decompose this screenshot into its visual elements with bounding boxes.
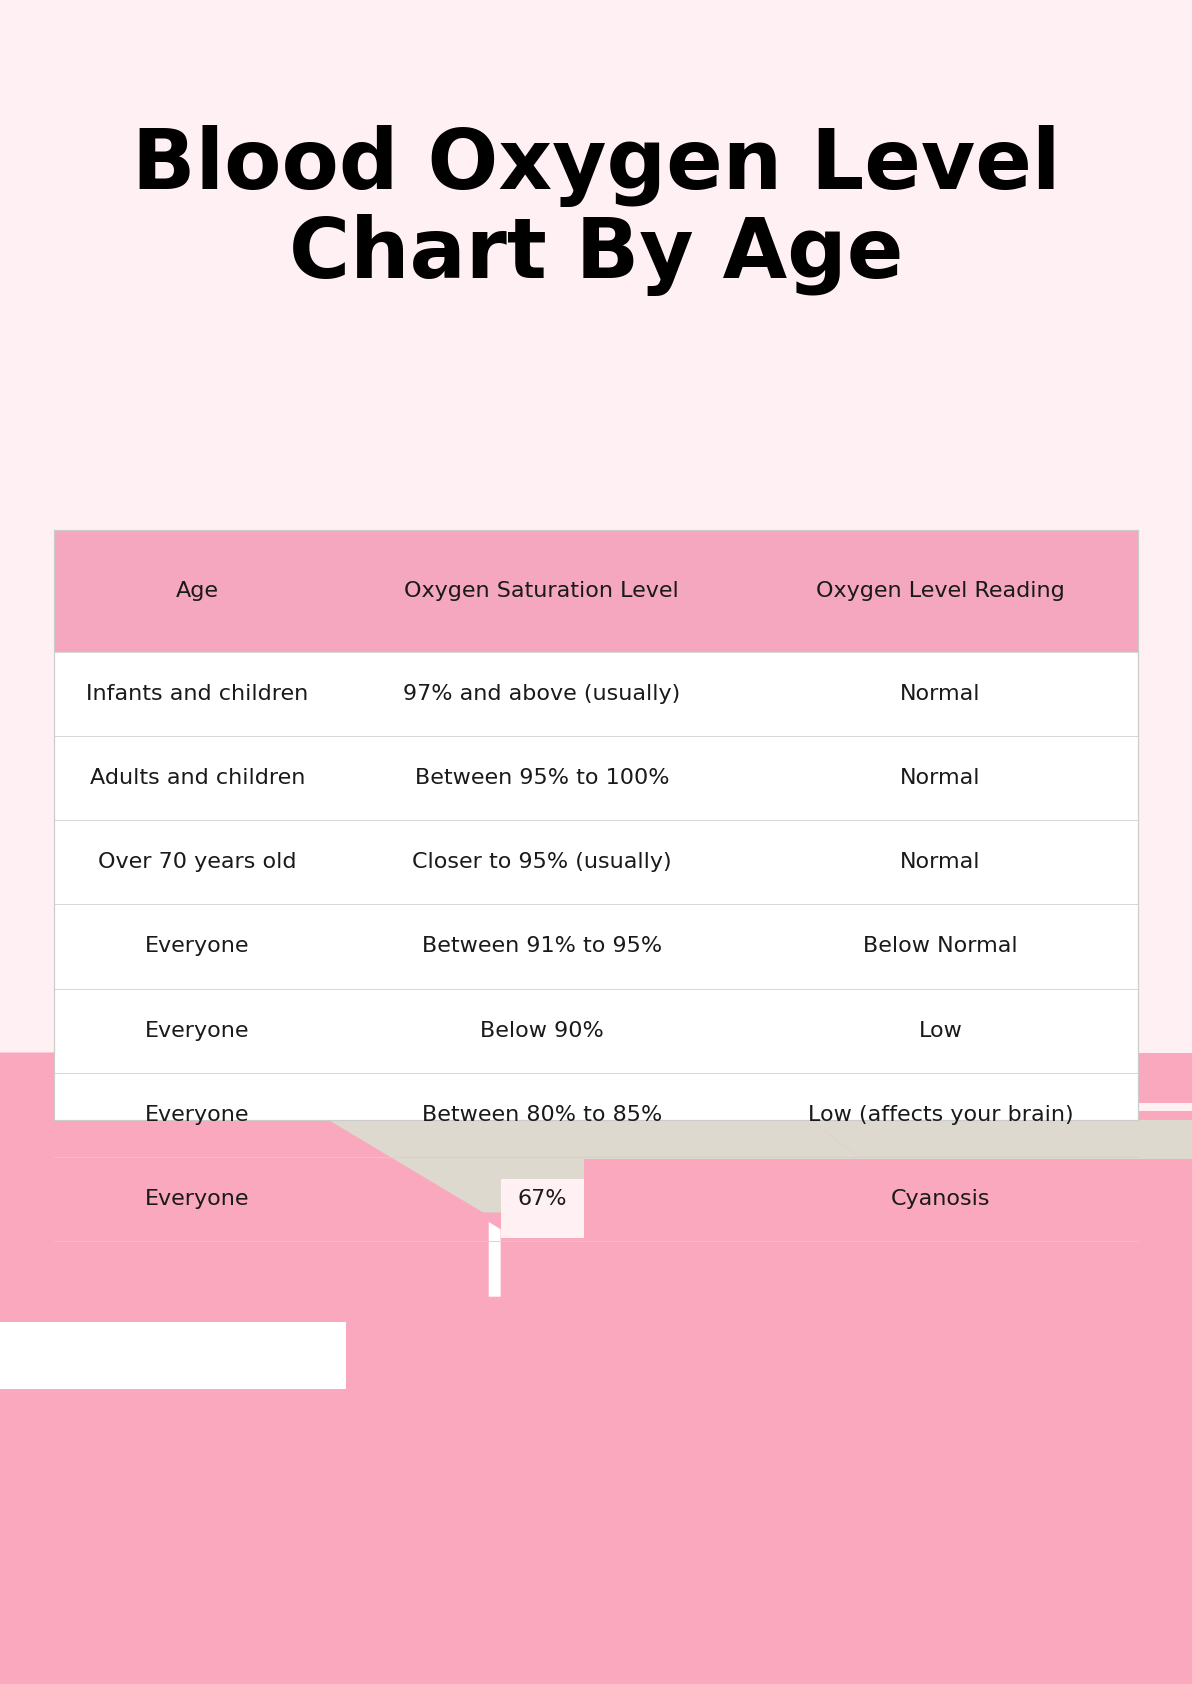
FancyBboxPatch shape <box>0 1111 1192 1684</box>
Text: Between 95% to 100%: Between 95% to 100% <box>415 768 669 788</box>
Polygon shape <box>584 1159 1192 1684</box>
Polygon shape <box>572 1154 1192 1684</box>
Text: Below 90%: Below 90% <box>480 1021 603 1041</box>
Text: Over 70 years old: Over 70 years old <box>98 852 297 872</box>
Text: Normal: Normal <box>900 852 981 872</box>
Text: Low (affects your brain): Low (affects your brain) <box>808 1105 1073 1125</box>
FancyBboxPatch shape <box>54 530 1138 652</box>
Polygon shape <box>0 1052 1192 1103</box>
Polygon shape <box>0 1095 489 1684</box>
Polygon shape <box>0 1322 346 1389</box>
Text: Normal: Normal <box>900 684 981 704</box>
Text: Everyone: Everyone <box>145 1105 249 1125</box>
Polygon shape <box>0 1052 501 1684</box>
Text: Normal: Normal <box>900 768 981 788</box>
Text: Between 80% to 85%: Between 80% to 85% <box>422 1105 662 1125</box>
Text: 97% and above (usually): 97% and above (usually) <box>403 684 681 704</box>
Text: Below Normal: Below Normal <box>863 936 1018 957</box>
Text: Everyone: Everyone <box>145 1189 249 1209</box>
Polygon shape <box>811 1120 1192 1212</box>
Text: Everyone: Everyone <box>145 1021 249 1041</box>
Text: 67%: 67% <box>517 1189 566 1209</box>
Text: Oxygen Level Reading: Oxygen Level Reading <box>817 581 1064 601</box>
Polygon shape <box>322 1120 930 1212</box>
Polygon shape <box>501 1179 739 1238</box>
Text: Oxygen Saturation Level: Oxygen Saturation Level <box>404 581 679 601</box>
FancyBboxPatch shape <box>54 530 1138 1120</box>
Text: Adults and children: Adults and children <box>89 768 305 788</box>
Polygon shape <box>0 1111 501 1297</box>
Text: Age: Age <box>176 581 219 601</box>
Text: Closer to 95% (usually): Closer to 95% (usually) <box>412 852 671 872</box>
Text: Between 91% to 95%: Between 91% to 95% <box>422 936 662 957</box>
Text: Everyone: Everyone <box>145 936 249 957</box>
Text: Cyanosis: Cyanosis <box>890 1189 991 1209</box>
Text: Low: Low <box>919 1021 962 1041</box>
Text: Blood Oxygen Level
Chart By Age: Blood Oxygen Level Chart By Age <box>132 125 1060 296</box>
Text: Infants and children: Infants and children <box>86 684 309 704</box>
